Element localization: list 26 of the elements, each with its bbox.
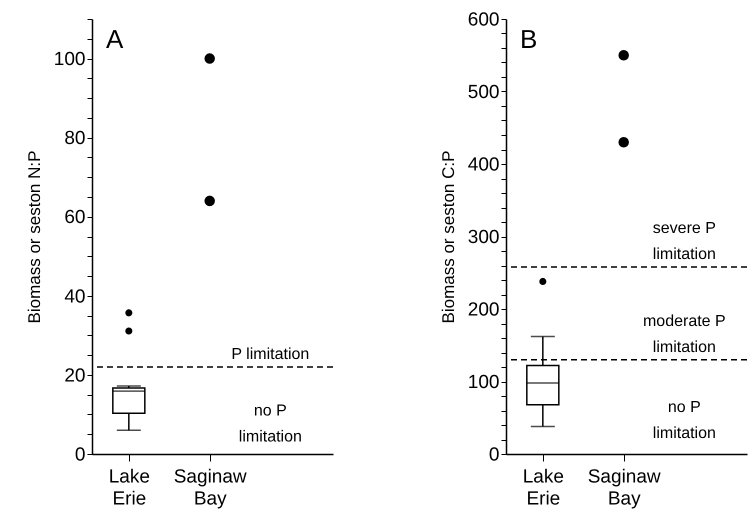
y-tick-label: 500 (468, 82, 500, 103)
y-axis-title: Biomass or seston C:P (438, 150, 458, 324)
y-tick-label: 400 (468, 154, 500, 176)
y-axis-title: Biomass or seston N:P (24, 150, 44, 324)
x-tick-label: Lake Erie (522, 466, 564, 510)
y-tick-label: 60 (64, 207, 86, 228)
y-tick-label: 80 (64, 128, 86, 150)
x-tick-label: Saginaw Bay (174, 466, 247, 510)
annotation: no P limitation (652, 398, 716, 442)
y-tick-label: 20 (64, 365, 86, 386)
y-tick-label: 0 (74, 444, 86, 466)
annotation: B (520, 24, 538, 54)
y-tick-label: 0 (488, 444, 500, 466)
annotation: P limitation (231, 346, 310, 363)
y-tick-label: 100 (468, 372, 500, 393)
y-tick-label: 200 (468, 300, 500, 320)
annotation: severe P limitation (652, 220, 716, 263)
annotation: moderate P limitation (642, 312, 726, 356)
y-tick-label: 300 (468, 227, 500, 248)
y-tick-label: 40 (64, 286, 86, 308)
annotation: A (106, 24, 124, 54)
y-tick-label: 100 (54, 49, 86, 70)
y-tick-label: 600 (468, 10, 500, 30)
x-tick-label: Lake Erie (108, 466, 150, 510)
annotation: no P limitation (238, 402, 302, 446)
x-tick-label: Saginaw Bay (588, 466, 661, 510)
